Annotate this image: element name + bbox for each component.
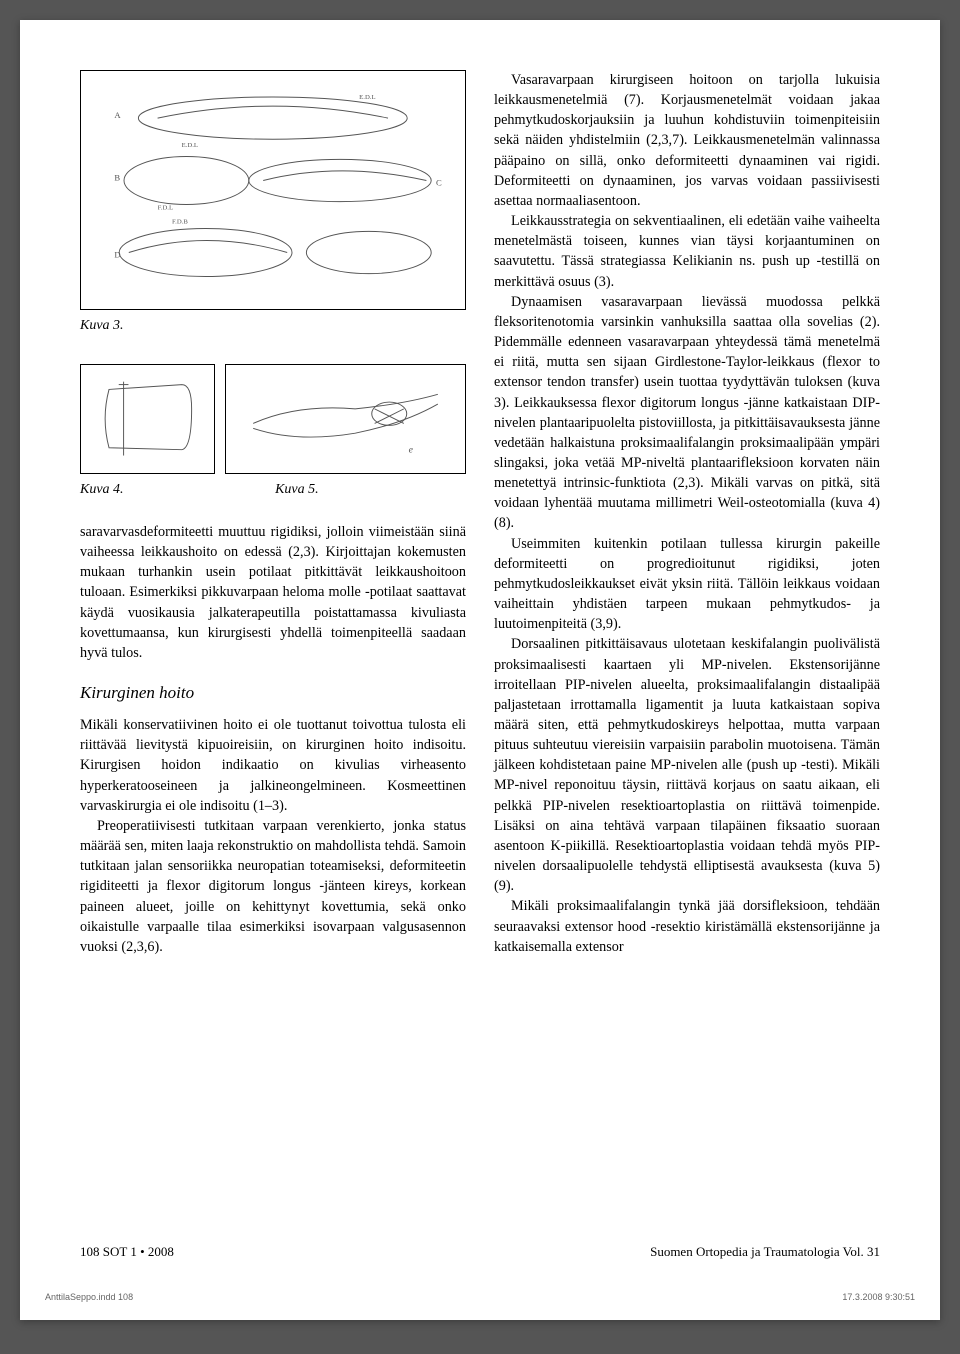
svg-text:C: C xyxy=(436,177,442,187)
svg-text:E.D.L: E.D.L xyxy=(182,142,198,149)
figure-4-5-row: e xyxy=(80,364,466,482)
figure-3-illustration: A B C D E.D.L E.D.L F.D.L F.D.B xyxy=(100,83,446,297)
right-column: Vasaravarpaan kirurgiseen hoitoon on tar… xyxy=(494,70,880,957)
right-para-4: Useimmiten kuitenkin potilaan tullessa k… xyxy=(494,534,880,635)
right-para-3: Dynaamisen vasaravarpaan lievässä muodos… xyxy=(494,292,880,534)
page-footer: 108 SOT 1 • 2008 Suomen Ortopedia ja Tra… xyxy=(80,1244,880,1260)
svg-text:F.D.B: F.D.B xyxy=(172,219,188,226)
figure-4-caption: Kuva 4. xyxy=(80,482,215,498)
svg-text:F.D.L: F.D.L xyxy=(158,204,173,211)
svg-text:e: e xyxy=(409,445,414,456)
right-para-2: Leikkausstrategia on sekventiaalinen, el… xyxy=(494,211,880,292)
figure-4-box xyxy=(80,364,215,474)
right-para-5: Dorsaalinen pitkittäisavaus ulotetaan ke… xyxy=(494,634,880,896)
figure-5-caption: Kuva 5. xyxy=(225,482,466,498)
figure-5-box: e xyxy=(225,364,466,474)
left-para-3: Preoperatiivisesti tutkitaan varpaan ver… xyxy=(80,816,466,957)
section-heading-kirurginen: Kirurginen hoito xyxy=(80,683,466,703)
left-para-2: Mikäli konservatiivinen hoito ei ole tuo… xyxy=(80,715,466,816)
figure-5-illustration: e xyxy=(238,370,453,467)
svg-text:D: D xyxy=(115,249,121,259)
svg-text:A: A xyxy=(115,110,122,120)
print-file: AnttilaSeppo.indd 108 xyxy=(45,1292,133,1302)
figure-3-box: A B C D E.D.L E.D.L F.D.L F.D.B xyxy=(80,70,466,310)
right-para-6: Mikäli proksimaalifalangin tynkä jää dor… xyxy=(494,896,880,956)
svg-text:B: B xyxy=(115,172,121,182)
right-para-1: Vasaravarpaan kirurgiseen hoitoon on tar… xyxy=(494,70,880,211)
print-timestamp: 17.3.2008 9:30:51 xyxy=(842,1292,915,1302)
left-column: A B C D E.D.L E.D.L F.D.L F.D.B Kuva 3. xyxy=(80,70,466,957)
print-metadata: AnttilaSeppo.indd 108 17.3.2008 9:30:51 xyxy=(45,1292,915,1302)
two-column-layout: A B C D E.D.L E.D.L F.D.L F.D.B Kuva 3. xyxy=(80,70,880,957)
page: A B C D E.D.L E.D.L F.D.L F.D.B Kuva 3. xyxy=(20,20,940,1320)
figure-4-illustration xyxy=(88,370,208,467)
footer-left: 108 SOT 1 • 2008 xyxy=(80,1244,174,1260)
figure-3-caption: Kuva 3. xyxy=(80,318,466,334)
left-para-1: saravarvasdeformiteetti muuttuu rigidiks… xyxy=(80,522,466,663)
svg-text:E.D.L: E.D.L xyxy=(359,94,375,101)
footer-right: Suomen Ortopedia ja Traumatologia Vol. 3… xyxy=(650,1244,880,1260)
figure-4-5-captions: Kuva 4. Kuva 5. xyxy=(80,482,466,498)
